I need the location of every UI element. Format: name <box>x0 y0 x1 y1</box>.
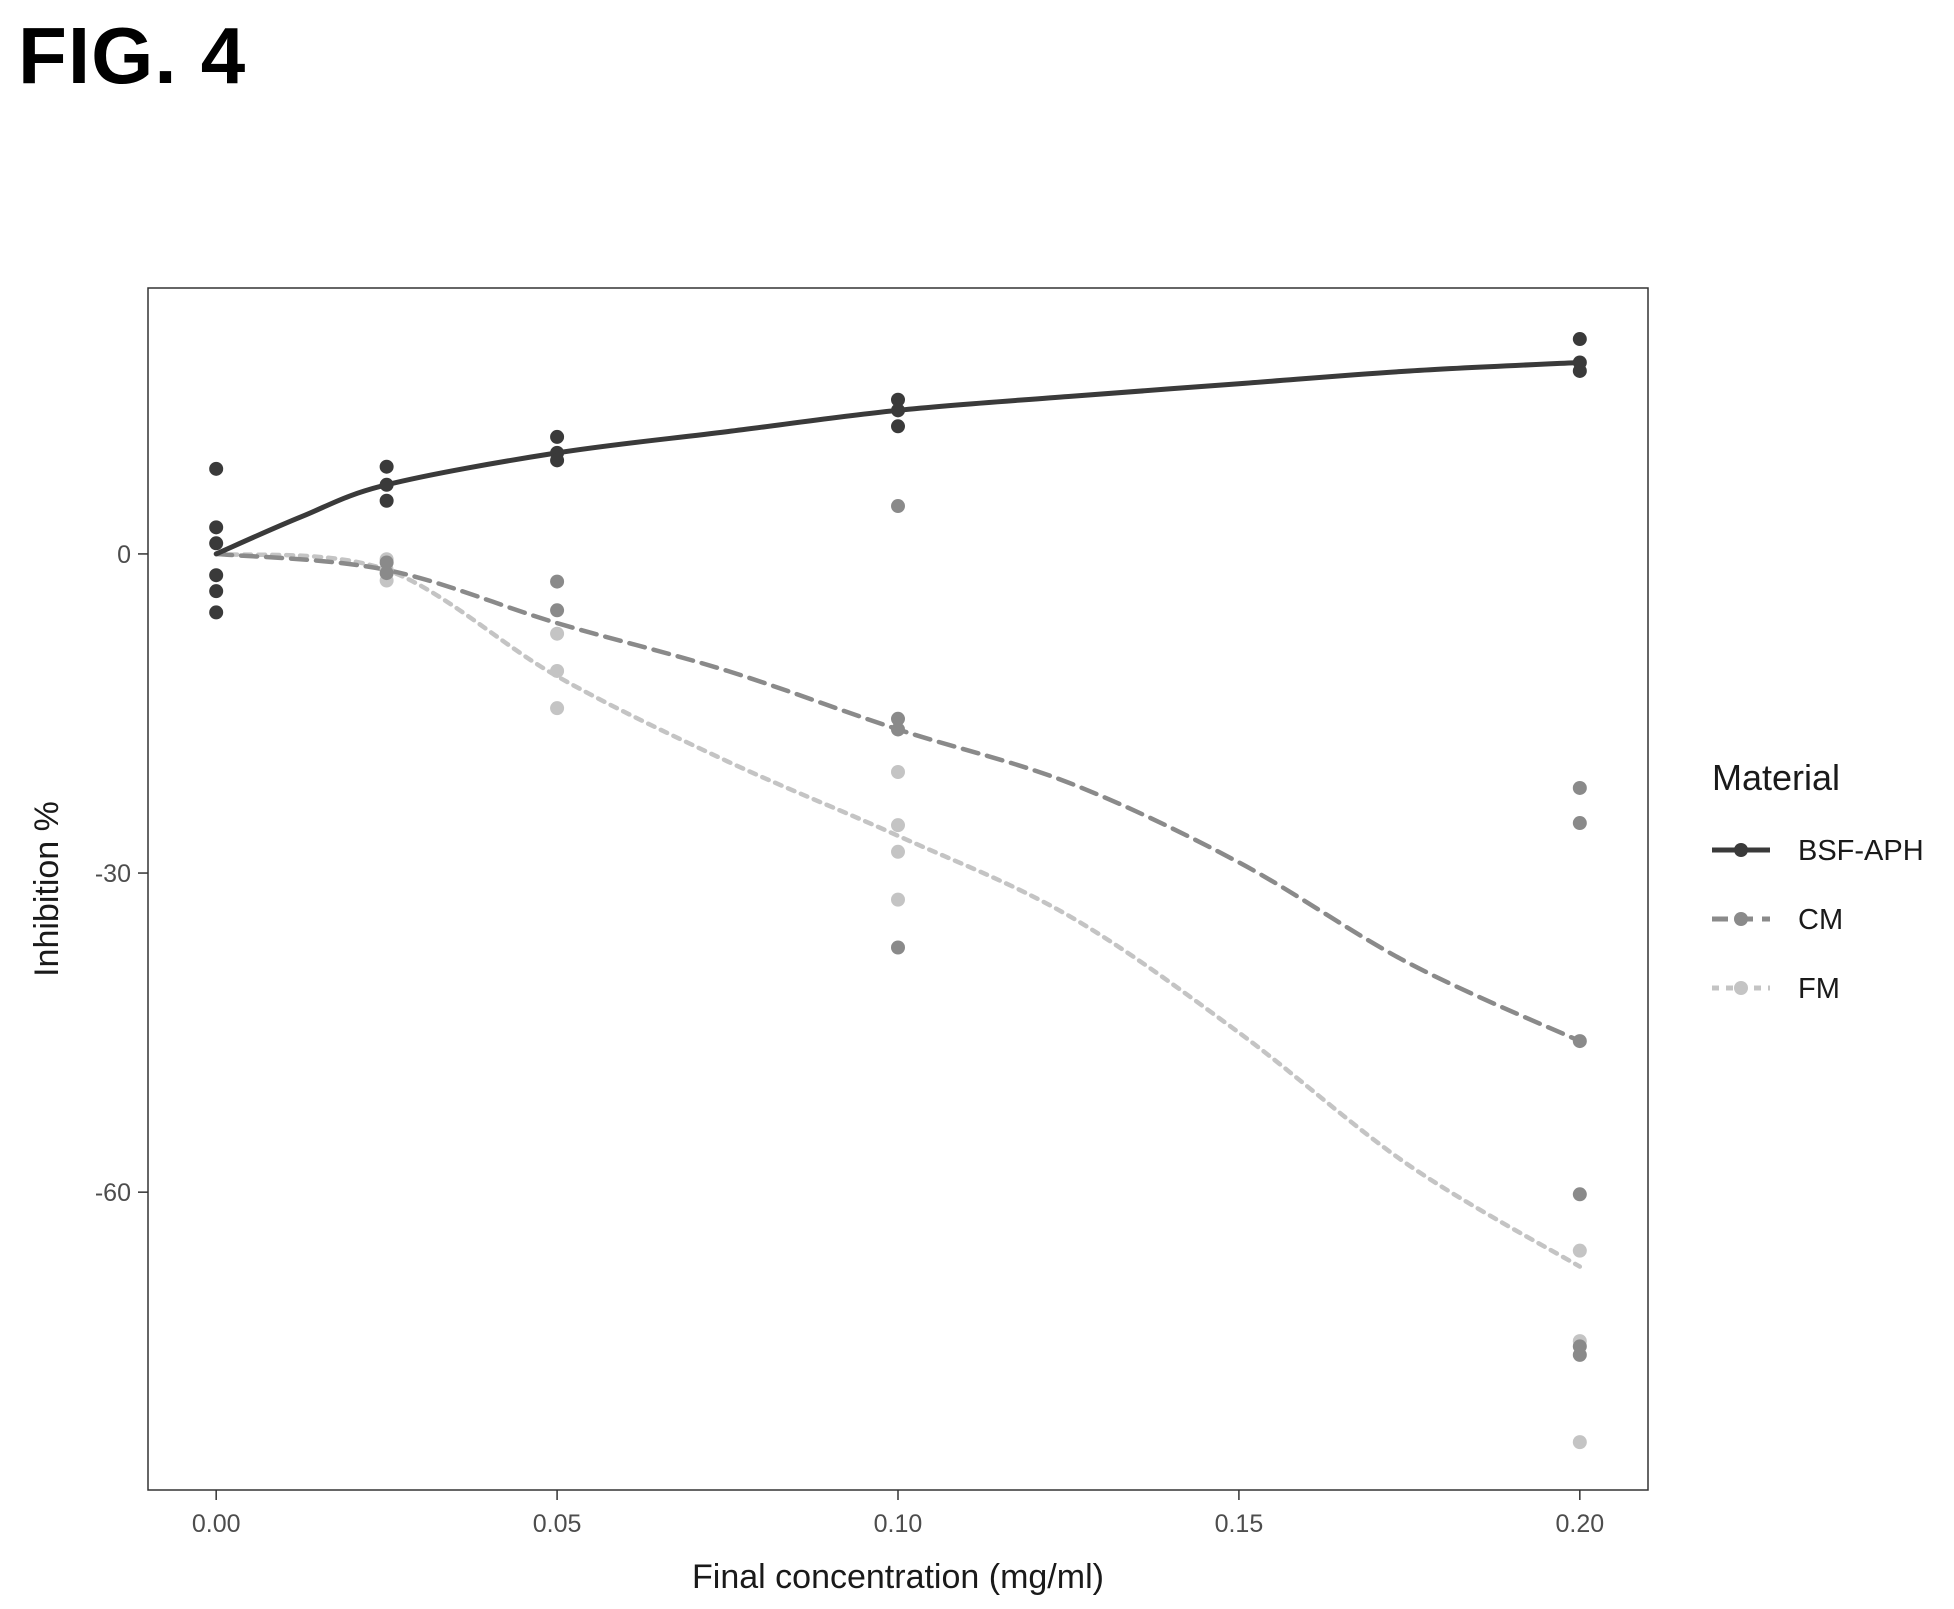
data-point-bsf-aph <box>209 520 224 535</box>
data-point-fm <box>550 663 565 678</box>
data-point-bsf-aph <box>550 453 565 468</box>
data-point-cm <box>550 574 565 589</box>
y-tick-label: -30 <box>95 860 131 888</box>
legend-label: FM <box>1798 973 1840 1005</box>
data-point-cm <box>891 711 905 726</box>
data-point-bsf-aph <box>891 419 905 434</box>
y-tick-label: 0 <box>117 541 131 569</box>
x-tick-label: 0.20 <box>1555 1510 1604 1538</box>
legend-item-bsf-aph: BSF-APH <box>1712 835 1924 867</box>
data-point-bsf-aph <box>1572 363 1587 378</box>
data-point-bsf-aph <box>891 403 905 418</box>
plot-panel-border <box>147 287 1649 1491</box>
data-point-bsf-aph <box>891 392 905 407</box>
legend-key-point <box>1734 843 1748 857</box>
legend-label: CM <box>1798 904 1843 936</box>
data-point-bsf-aph <box>379 477 394 492</box>
data-point-fm <box>891 818 905 833</box>
x-tick-label: 0.15 <box>1215 1510 1264 1538</box>
legend-key-point <box>1734 981 1748 995</box>
data-point-bsf-aph <box>209 568 224 583</box>
axes-layer: 0.00 0.05 0.10 0.15 0.20 0 -30 -60 <box>95 541 1604 1538</box>
legend-item-fm: FM <box>1712 973 1840 1005</box>
x-tick-label: 0.00 <box>192 1510 241 1538</box>
legend-label: BSF-APH <box>1798 835 1924 867</box>
legend-item-cm: CM <box>1712 904 1843 936</box>
legend-items: BSF-APH CM FM <box>1712 835 1924 1005</box>
x-axis-title: Final concentration (mg/ml) <box>692 1558 1104 1596</box>
data-point-cm <box>891 499 905 514</box>
data-points-layer <box>209 332 1587 1450</box>
data-point-fm <box>1572 1243 1587 1258</box>
data-point-cm <box>1572 1034 1587 1049</box>
data-point-cm <box>891 940 905 955</box>
data-point-fm <box>550 626 565 641</box>
data-point-cm <box>1572 816 1587 831</box>
data-point-fm <box>891 764 905 779</box>
data-point-fm <box>550 701 565 716</box>
figure-title: FIG. 4 <box>18 11 247 100</box>
data-point-fm <box>891 844 905 859</box>
data-point-bsf-aph <box>379 459 394 474</box>
data-point-cm <box>550 603 565 618</box>
data-point-cm <box>891 722 905 737</box>
data-point-fm <box>891 892 905 907</box>
x-tick-label: 0.05 <box>533 1510 582 1538</box>
data-point-bsf-aph <box>1572 332 1587 347</box>
data-point-bsf-aph <box>209 584 224 599</box>
legend-title: Material <box>1712 757 1840 798</box>
y-axis-title: Inhibition % <box>28 801 66 977</box>
data-point-cm <box>1572 1187 1587 1202</box>
data-point-cm <box>379 566 394 581</box>
data-point-cm <box>1572 1347 1587 1362</box>
data-point-cm <box>1572 780 1587 795</box>
data-point-cm <box>379 555 394 570</box>
data-point-bsf-aph <box>379 493 394 508</box>
data-point-bsf-aph <box>209 605 224 620</box>
legend: Material BSF-APH CM FM <box>1712 757 1924 1005</box>
x-tick-label: 0.10 <box>874 1510 923 1538</box>
data-point-bsf-aph <box>550 429 565 444</box>
y-tick-label: -60 <box>95 1179 131 1207</box>
data-point-bsf-aph <box>209 461 224 476</box>
data-point-bsf-aph <box>209 536 224 551</box>
legend-key-point <box>1734 912 1748 926</box>
data-point-fm <box>1572 1435 1587 1450</box>
trend-line-fm <box>213 551 1583 1269</box>
